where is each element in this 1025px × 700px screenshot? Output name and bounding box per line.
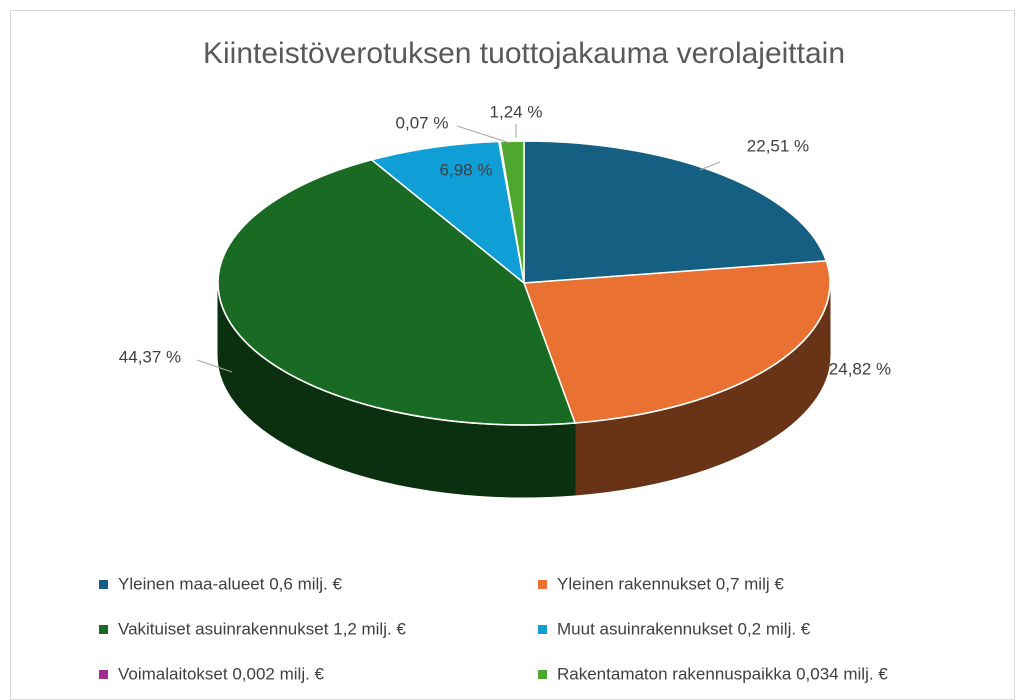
legend-label: Muut asuinrakennukset 0,2 milj. € [557, 619, 811, 638]
chart-title: Kiinteistöverotuksen tuottojakauma verol… [203, 37, 845, 70]
data-label: 6,98 % [440, 160, 493, 179]
pie-rim [217, 282, 831, 426]
legend-swatch [538, 580, 547, 589]
data-label: 1,24 % [490, 102, 543, 121]
slice [523, 140, 828, 284]
legend-label: Yleinen maa-alueet 0,6 milj. € [118, 574, 343, 593]
legend-swatch [99, 625, 108, 634]
slice [370, 140, 526, 285]
legend-swatch [538, 625, 547, 634]
legend-swatch [99, 580, 108, 589]
legend-swatch [99, 670, 108, 679]
data-label: 22,51 % [747, 136, 809, 155]
legend-label: Vakituiset asuinrakennukset 1,2 milj. € [118, 619, 406, 638]
leader-line [196, 359, 233, 373]
leader-line [699, 161, 721, 171]
slice [499, 140, 525, 284]
legend-swatch [538, 670, 547, 679]
legend-label: Yleinen rakennukset 0,7 milj € [557, 574, 784, 593]
data-label: 24,82 % [829, 359, 891, 378]
data-label: 0,07 % [396, 113, 449, 132]
data-label: 44,37 % [119, 347, 181, 366]
leader-line [456, 125, 511, 144]
legend-label: Voimalaitokset 0,002 milj. € [118, 664, 325, 683]
legend-label: Rakentamaton rakennuspaikka 0,034 milj. … [557, 664, 888, 683]
